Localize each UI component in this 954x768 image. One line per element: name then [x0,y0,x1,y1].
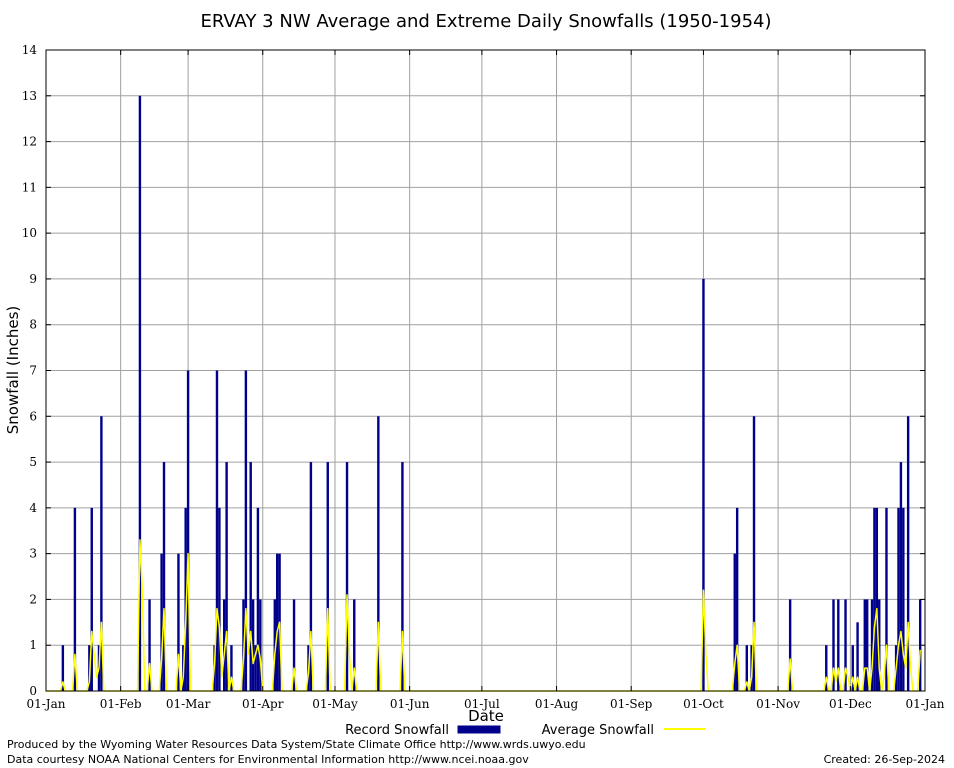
record-snowfall-bar [275,553,279,691]
record-snowfall-bar [254,645,257,691]
y-tick-label: 13 [22,89,37,103]
record-snowfall-bar [251,599,255,691]
record-snowfall-bar [345,462,349,691]
y-tick-label: 9 [29,272,37,286]
x-tick-label: 01-Jul [464,697,500,711]
record-snowfall-bar [837,599,840,691]
y-tick-label: 5 [29,455,37,469]
record-snowfall-bar [184,507,187,691]
record-snowfall-bar [865,599,869,691]
y-tick-label: 11 [22,180,37,194]
y-tick-label: 10 [22,226,37,240]
legend: Record Snowfall Average Snowfall [345,723,706,738]
y-tick-label: 14 [22,43,38,57]
record-snowfall-bar [230,645,233,691]
record-snowfall-bar [870,599,874,691]
record-snowfall-bar [788,599,792,691]
x-axis-ticks: 01-Jan 01-Feb 01-Mar 01-Apr 01-May 01-Jun 01-J… [26,50,945,711]
x-tick-label: 01-May [312,697,358,711]
x-tick-label: 01-Dec [829,697,872,711]
record-snowfall-bar [897,507,900,691]
record-snowfall-bar [225,462,228,691]
x-tick-label: 01-Jan [905,697,944,711]
record-snowfall-bar [160,553,163,691]
record-snowfall-bar [148,599,151,691]
record-snowfall-bar [899,462,903,691]
x-tick-label: 01-Mar [166,697,211,711]
footer-data-courtesy: Data courtesy NOAA National Centers for … [7,753,529,766]
footer-produced-by: Produced by the Wyoming Water Resources … [7,738,586,751]
record-snowfall-bar [825,645,828,691]
x-tick-label: 01-Sep [610,697,653,711]
record-snowfall-bar [273,599,276,691]
record-snowfall-bar [218,507,221,691]
y-tick-label: 1 [29,638,37,652]
record-snowfall-bar [752,416,756,691]
legend-record-swatch [457,725,501,734]
record-snowfall-bar [223,599,226,691]
y-tick-label: 0 [29,684,37,698]
record-snowfall-bar [735,507,739,691]
record-snowfall-bars [61,95,922,692]
chart-title: ERVAY 3 NW Average and Extreme Daily Sno… [200,11,771,32]
record-snowfall-bar [215,370,219,691]
record-snowfall-bar [292,599,296,691]
record-snowfall-bar [100,416,103,691]
record-snowfall-bar [186,370,190,691]
x-tick-label: 01-Jan [26,697,65,711]
y-tick-label: 4 [29,501,37,515]
record-snowfall-bar [902,507,905,691]
record-snowfall-bar [309,462,313,691]
record-snowfall-bar [326,462,329,691]
record-snowfall-bar [244,370,248,691]
x-tick-label: 01-Feb [100,697,142,711]
record-snowfall-bar [702,278,705,691]
record-snowfall-bar [873,507,876,691]
footer-created: Created: 26-Sep-2024 [823,753,945,766]
record-snowfall-bar [856,622,859,691]
record-snowfall-bar [885,507,888,691]
record-snowfall-bar [61,645,65,691]
y-tick-label: 3 [29,547,37,561]
x-tick-label: 01-Nov [756,697,800,711]
y-tick-label: 7 [29,364,37,378]
y-tick-label: 2 [29,592,37,606]
y-tick-label: 6 [29,409,37,423]
record-snowfall-bar [401,462,404,691]
record-snowfall-bar [844,599,847,691]
x-tick-label: 01-Oct [683,697,724,711]
record-snowfall-bar [177,553,180,691]
x-tick-label: 01-Apr [242,697,284,711]
record-snowfall-bar [851,645,854,691]
record-snowfall-bar [138,95,142,692]
record-snowfall-bar [863,599,866,691]
record-snowfall-bar [256,507,260,691]
legend-record-label: Record Snowfall [345,723,449,738]
record-snowfall-bar [353,599,356,691]
record-snowfall-bar [377,416,380,691]
record-snowfall-bar [90,507,93,691]
record-snowfall-bar [733,553,736,691]
legend-average-label: Average Snowfall [542,723,654,738]
record-snowfall-bar [259,599,262,691]
record-snowfall-bar [832,599,835,691]
record-snowfall-bar [878,599,881,691]
record-snowfall-bar [249,462,252,691]
record-snowfall-bar [745,645,748,691]
record-snowfall-bar [73,507,77,691]
record-snowfall-bar [875,507,879,691]
x-axis-label: Date [468,707,504,725]
y-tick-label: 8 [29,318,37,332]
record-snowfall-bar [906,416,910,691]
x-tick-label: 01-Aug [535,697,579,711]
record-snowfall-bar [162,462,166,691]
y-axis-label: Snowfall (Inches) [4,306,22,434]
x-tick-label: 01-Jun [390,697,430,711]
y-tick-label: 12 [22,135,37,149]
